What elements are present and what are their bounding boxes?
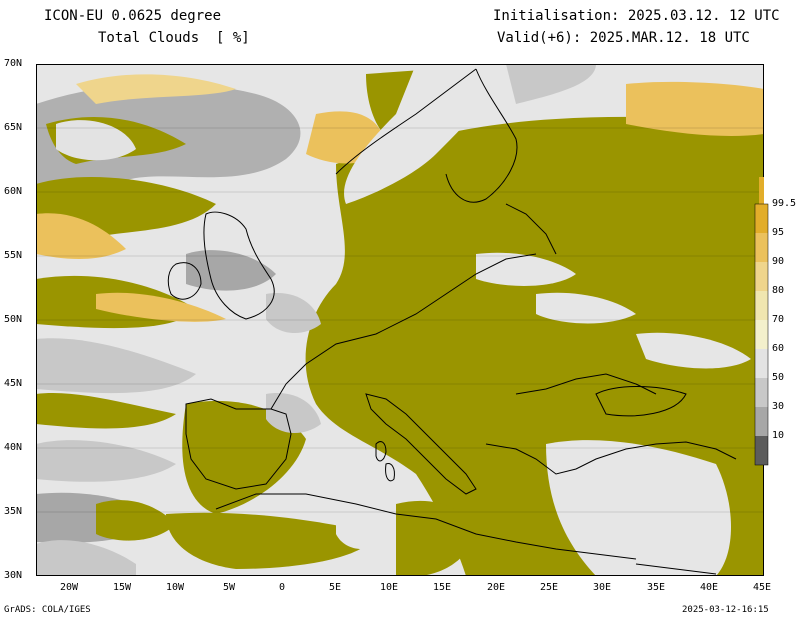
coastlines <box>167 68 737 575</box>
lat-label: 50N <box>4 314 23 325</box>
lon-label: 15W <box>112 582 132 593</box>
lat-label: 65N <box>4 122 23 133</box>
colorbar-top-arrow <box>759 177 764 204</box>
colorbar-label: 10 <box>772 430 785 441</box>
colorbar-label: 30 <box>772 401 785 412</box>
colorbar-label: 99.5 <box>772 198 797 209</box>
valid-time: Valid(+6): 2025.MAR.12. 18 UTC <box>497 30 750 46</box>
colorbar-cell <box>755 378 768 407</box>
lon-label: 20W <box>59 582 79 593</box>
colorbar-label: 70 <box>772 314 785 325</box>
lon-label: 45E <box>752 582 772 593</box>
cloud-cover-map <box>36 64 764 576</box>
lon-label: 25E <box>539 582 559 593</box>
colorbar-label: 60 <box>772 343 785 354</box>
lat-label: 55N <box>4 250 23 261</box>
lon-label: 10W <box>165 582 185 593</box>
lat-label: 45N <box>4 378 23 389</box>
lon-label: 30E <box>592 582 612 593</box>
map-title-model: ICON-EU 0.0625 degree <box>44 8 222 24</box>
lon-label: 5W <box>222 582 236 593</box>
clear-areas <box>56 64 751 576</box>
render-timestamp: 2025-03-12-16:15 <box>682 605 769 615</box>
colorbar-cell <box>755 436 768 465</box>
colorbar-label: 80 <box>772 285 785 296</box>
lon-label: 5E <box>328 582 342 593</box>
graticule <box>36 127 764 513</box>
colorbar-cell <box>755 262 768 291</box>
lon-label: 15E <box>432 582 452 593</box>
lon-label: 0 <box>278 582 286 593</box>
lat-label: 40N <box>4 442 23 453</box>
lon-label: 35E <box>646 582 666 593</box>
lon-label: 20E <box>486 582 506 593</box>
lat-label: 35N <box>4 506 23 517</box>
lat-label: 30N <box>4 570 23 581</box>
grads-credit: GrADS: COLA/IGES <box>4 605 91 615</box>
colorbar-cell <box>755 233 768 262</box>
colorbar <box>754 177 769 466</box>
lon-label: 10E <box>379 582 399 593</box>
colorbar-cell <box>755 320 768 349</box>
lat-label: 70N <box>4 58 23 69</box>
colorbar-label: 50 <box>772 372 785 383</box>
colorbar-frame <box>754 203 769 466</box>
map-title-field: Total Clouds [ %] <box>98 30 250 46</box>
init-time: Initialisation: 2025.03.12. 12 UTC <box>493 8 780 24</box>
lat-label: 60N <box>4 186 23 197</box>
colorbar-cell <box>755 407 768 436</box>
colorbar-cell <box>755 349 768 378</box>
colorbar-label: 90 <box>772 256 785 267</box>
colorbar-cell <box>755 291 768 320</box>
colorbar-cell <box>755 204 768 233</box>
lon-label: 40E <box>699 582 719 593</box>
colorbar-label: 95 <box>772 227 785 238</box>
